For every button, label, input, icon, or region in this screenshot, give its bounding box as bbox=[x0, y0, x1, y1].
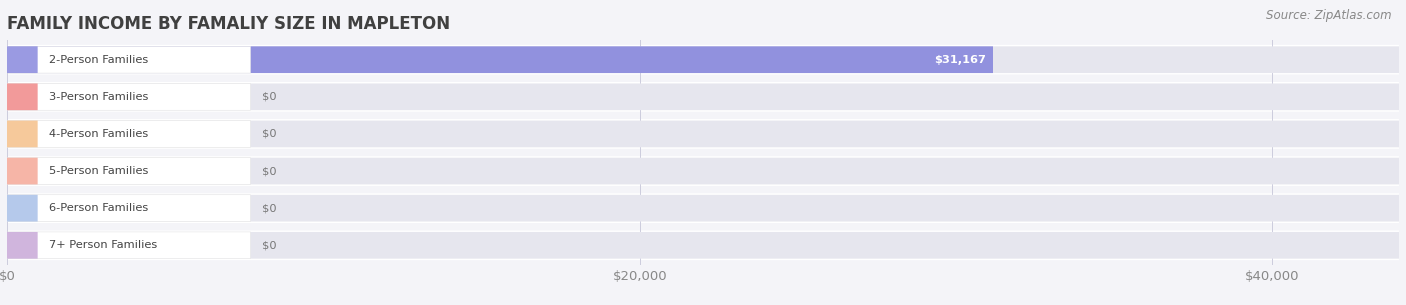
FancyBboxPatch shape bbox=[7, 120, 38, 147]
FancyBboxPatch shape bbox=[7, 119, 1399, 149]
FancyBboxPatch shape bbox=[7, 232, 38, 259]
FancyBboxPatch shape bbox=[7, 120, 250, 147]
Text: FAMILY INCOME BY FAMALIY SIZE IN MAPLETON: FAMILY INCOME BY FAMALIY SIZE IN MAPLETO… bbox=[7, 15, 450, 33]
FancyBboxPatch shape bbox=[7, 232, 1399, 259]
FancyBboxPatch shape bbox=[7, 195, 1399, 221]
FancyBboxPatch shape bbox=[7, 45, 1399, 74]
Text: 4-Person Families: 4-Person Families bbox=[49, 129, 148, 139]
Text: $0: $0 bbox=[262, 92, 277, 102]
Text: Source: ZipAtlas.com: Source: ZipAtlas.com bbox=[1267, 9, 1392, 22]
FancyBboxPatch shape bbox=[7, 158, 250, 185]
FancyBboxPatch shape bbox=[7, 158, 1399, 185]
Text: 6-Person Families: 6-Person Families bbox=[49, 203, 148, 213]
FancyBboxPatch shape bbox=[7, 232, 250, 259]
Text: $0: $0 bbox=[262, 129, 277, 139]
Text: 3-Person Families: 3-Person Families bbox=[49, 92, 148, 102]
FancyBboxPatch shape bbox=[7, 46, 250, 73]
FancyBboxPatch shape bbox=[7, 46, 38, 73]
FancyBboxPatch shape bbox=[7, 84, 38, 110]
Text: 2-Person Families: 2-Person Families bbox=[49, 55, 148, 65]
FancyBboxPatch shape bbox=[7, 193, 1399, 223]
Text: $0: $0 bbox=[262, 166, 277, 176]
Text: 5-Person Families: 5-Person Families bbox=[49, 166, 148, 176]
FancyBboxPatch shape bbox=[7, 195, 38, 221]
Text: 7+ Person Families: 7+ Person Families bbox=[49, 240, 157, 250]
FancyBboxPatch shape bbox=[7, 82, 1399, 112]
FancyBboxPatch shape bbox=[7, 84, 250, 110]
FancyBboxPatch shape bbox=[7, 231, 1399, 260]
FancyBboxPatch shape bbox=[7, 156, 1399, 186]
FancyBboxPatch shape bbox=[7, 195, 250, 221]
FancyBboxPatch shape bbox=[7, 158, 38, 185]
FancyBboxPatch shape bbox=[7, 46, 1399, 73]
Text: $0: $0 bbox=[262, 240, 277, 250]
Text: $0: $0 bbox=[262, 203, 277, 213]
Text: $31,167: $31,167 bbox=[934, 55, 986, 65]
FancyBboxPatch shape bbox=[7, 120, 1399, 147]
FancyBboxPatch shape bbox=[7, 46, 993, 73]
FancyBboxPatch shape bbox=[7, 84, 1399, 110]
